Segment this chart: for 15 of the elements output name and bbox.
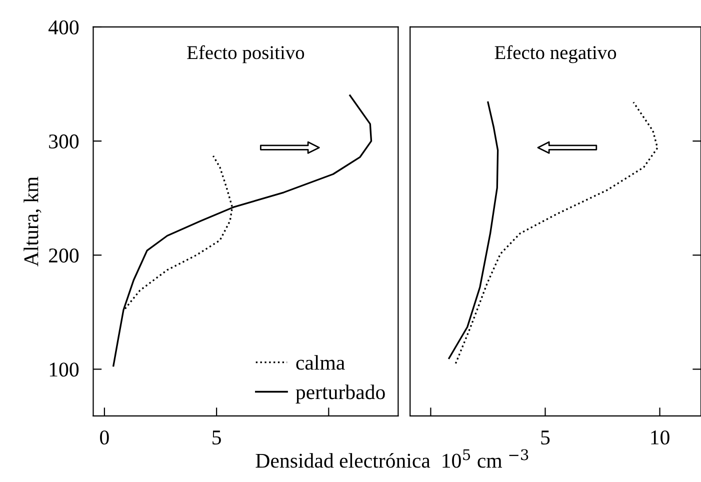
text: Efecto positivo (187, 45, 304, 64)
line-series (124, 155, 234, 310)
y-tick-label: 300 (49, 134, 79, 148)
x-tick-label: 5 (541, 430, 550, 445)
legend-label: perturbado (296, 384, 385, 404)
x-tick-label: 5 (212, 430, 221, 445)
x-tick-label: 0 (100, 430, 109, 445)
y-tick-label: 100 (50, 362, 79, 377)
x-tick-label: 10 (651, 430, 670, 445)
y-tick-label: 400 (48, 20, 79, 34)
y-tick-label: 200 (49, 248, 79, 263)
y-axis-title: Altura, km (24, 176, 42, 266)
text: Efecto negativo (494, 45, 616, 64)
x-axis-title: Densidad electrónica 10$^{5}$ cm $^{−3}$ (256, 449, 528, 468)
legend-label: calma (296, 355, 345, 370)
